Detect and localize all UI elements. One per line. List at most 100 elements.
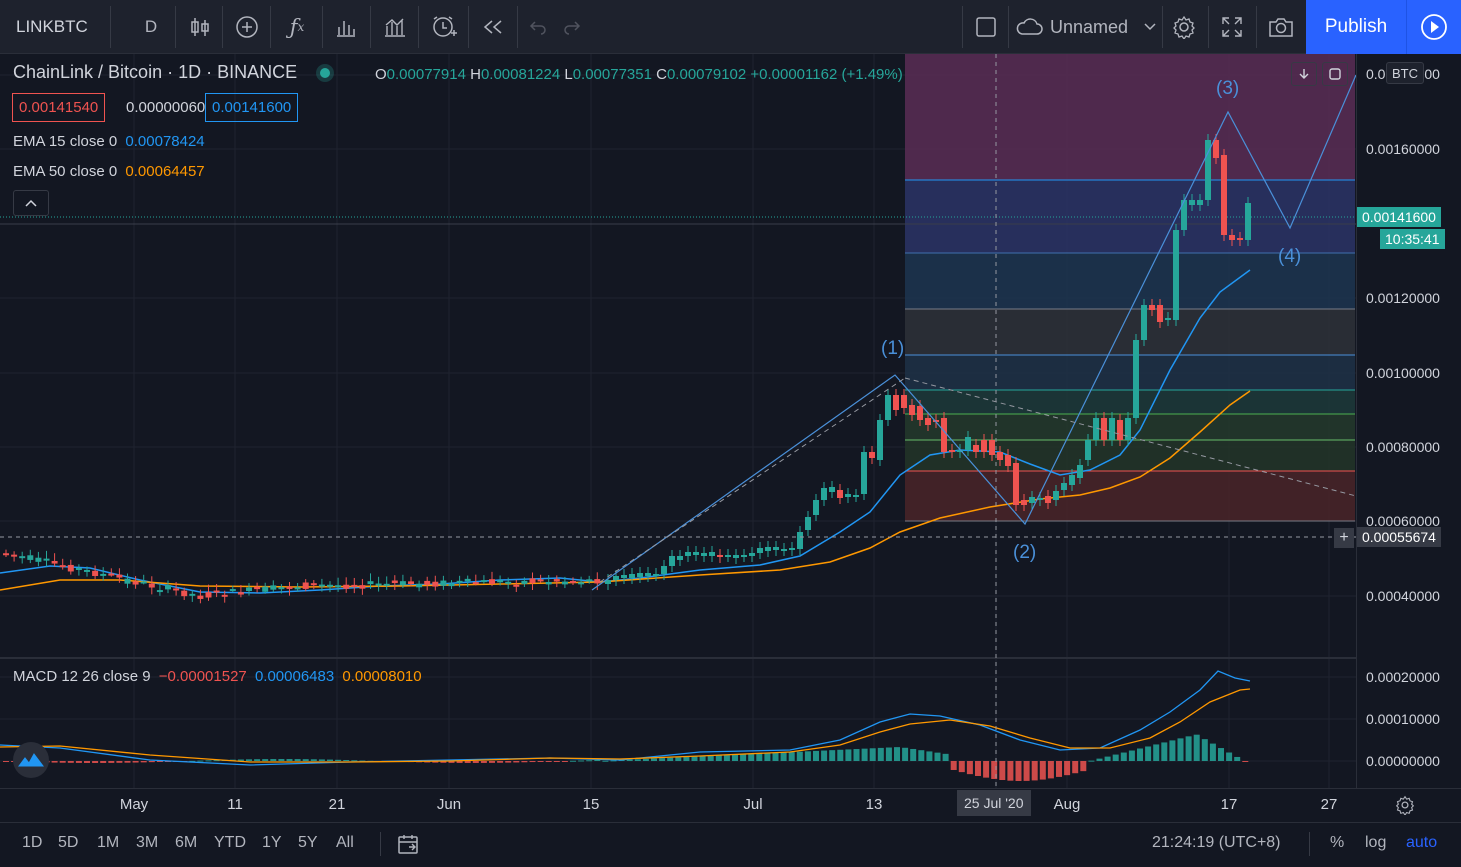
- maximize-pane-icon[interactable]: [1322, 62, 1348, 86]
- undo-icon[interactable]: [522, 0, 554, 54]
- candle-body: [416, 583, 423, 588]
- macd-histogram-bar: [642, 758, 649, 761]
- symbol-search-button[interactable]: LINKBTC: [16, 17, 88, 36]
- redo-icon[interactable]: [556, 0, 588, 54]
- candle-body: [578, 582, 585, 585]
- macd-histogram-bar: [675, 757, 682, 761]
- macd-histogram-bar: [845, 749, 852, 761]
- layout-name: Unnamed: [1050, 16, 1129, 37]
- price-label: 0.00080000: [1366, 439, 1440, 455]
- macd-histogram-bar: [902, 747, 909, 761]
- candle-body: [294, 587, 301, 590]
- range-1d-button[interactable]: 1D: [22, 834, 43, 851]
- macd-histogram-bar: [529, 761, 536, 763]
- auto-toggle[interactable]: auto: [1406, 834, 1438, 851]
- macd-histogram-bar: [1185, 736, 1192, 761]
- chevron-down-icon: [1144, 23, 1156, 31]
- candle-body: [383, 583, 390, 586]
- interval-button[interactable]: D: [144, 17, 158, 36]
- macd-signal-value: 0.00008010: [342, 668, 422, 685]
- candle-body: [1213, 140, 1219, 158]
- templates-icon[interactable]: [375, 0, 415, 54]
- price-scale[interactable]: [1356, 54, 1461, 788]
- tradingview-logo-icon[interactable]: [13, 742, 49, 778]
- go-to-date-icon[interactable]: [397, 833, 419, 860]
- settings-gear-icon[interactable]: [1165, 0, 1203, 54]
- percent-toggle[interactable]: %: [1330, 834, 1345, 851]
- macd-histogram-bar: [659, 758, 666, 761]
- low-key: L: [564, 66, 573, 83]
- macd-legend[interactable]: MACD 12 26 close 9 −0.00001527 0.0000648…: [13, 668, 422, 685]
- replay-icon[interactable]: [472, 0, 514, 54]
- candle-body: [278, 587, 285, 590]
- add-plus-icon[interactable]: +: [1334, 528, 1354, 548]
- candle-body: [132, 581, 139, 585]
- fib-retracement-drawing[interactable]: [0, 54, 1356, 522]
- alert-clock-icon[interactable]: [424, 0, 464, 54]
- macd-histogram-bar: [1153, 744, 1160, 761]
- candle-body: [917, 406, 923, 420]
- macd-histogram-bar: [1031, 761, 1038, 781]
- range-1m-button[interactable]: 1M: [97, 834, 120, 851]
- range-5d-button[interactable]: 5D: [58, 834, 79, 851]
- scroll-down-icon[interactable]: [1291, 62, 1317, 86]
- candle-body: [965, 437, 971, 450]
- compare-add-icon[interactable]: [227, 0, 267, 54]
- log-toggle[interactable]: log: [1365, 834, 1387, 851]
- camera-icon[interactable]: [1261, 0, 1301, 54]
- financials-icon[interactable]: [326, 0, 366, 54]
- layout-name-dropdown[interactable]: Unnamed: [1014, 0, 1164, 54]
- scale-settings-gear-icon[interactable]: [1395, 795, 1415, 820]
- sell-price-button[interactable]: 0.00141540: [12, 93, 106, 122]
- ema50-legend[interactable]: EMA 50 close 0 0.00064457: [13, 163, 205, 180]
- play-icon[interactable]: [1406, 0, 1461, 54]
- fullscreen-icon[interactable]: [1212, 0, 1252, 54]
- publish-button[interactable]: Publish: [1306, 0, 1406, 54]
- candle-body: [1077, 465, 1083, 478]
- macd-histogram-bar: [723, 755, 730, 761]
- trend-line: [904, 377, 1357, 497]
- time-label: 15: [582, 796, 600, 813]
- range-3m-button[interactable]: 3M: [136, 834, 159, 851]
- range-1y-button[interactable]: 1Y: [262, 834, 282, 851]
- range-6m-button[interactable]: 6M: [175, 834, 198, 851]
- range-ytd-button[interactable]: YTD: [214, 834, 246, 851]
- currency-badge[interactable]: BTC: [1386, 62, 1424, 84]
- range-5y-button[interactable]: 5Y: [298, 834, 318, 851]
- time-scale[interactable]: [0, 788, 1461, 822]
- candle-body: [197, 595, 204, 599]
- macd-histogram-bar: [189, 760, 196, 762]
- macd-histogram-bar: [302, 759, 309, 761]
- candle-body: [221, 594, 228, 597]
- bottom-divider: [1309, 832, 1310, 856]
- candle-body: [1237, 238, 1243, 240]
- candles-style-icon[interactable]: [180, 0, 220, 54]
- wave-label-4: (4): [1278, 246, 1302, 267]
- macd-histogram-bar: [1104, 756, 1111, 761]
- buy-price-button[interactable]: 0.00141600: [205, 93, 299, 122]
- candle-body: [949, 450, 955, 452]
- range-all-button[interactable]: All: [336, 834, 354, 851]
- macd-histogram-bar: [966, 761, 973, 775]
- macd-histogram-bar: [448, 761, 455, 763]
- time-label: May: [119, 796, 149, 813]
- elliott-wave-drawing[interactable]: [591, 74, 1357, 591]
- candle-body: [605, 580, 611, 584]
- candle-body: [327, 584, 333, 587]
- macd-histogram-bar: [942, 753, 949, 761]
- ema15-value: 0.00078424: [125, 133, 205, 150]
- fib-zone: [905, 471, 1355, 521]
- candle-body: [877, 420, 883, 460]
- ohlc-values: O0.00077914 H0.00081224 L0.00077351 C0.0…: [375, 66, 903, 83]
- crosshair-date-tag: 25 Jul '20: [957, 790, 1031, 816]
- ema15-legend[interactable]: EMA 15 close 0 0.00078424: [13, 133, 205, 150]
- macd-histogram-bar: [205, 760, 212, 762]
- toolbar-divider: [222, 6, 223, 48]
- macd-histogram-bar: [359, 760, 366, 762]
- select-layout-checkbox-icon[interactable]: [968, 0, 1004, 54]
- collapse-legend-button[interactable]: [13, 190, 49, 216]
- clock-timezone[interactable]: 21:24:19 (UTC+8): [1152, 834, 1281, 851]
- candle-body: [797, 532, 803, 549]
